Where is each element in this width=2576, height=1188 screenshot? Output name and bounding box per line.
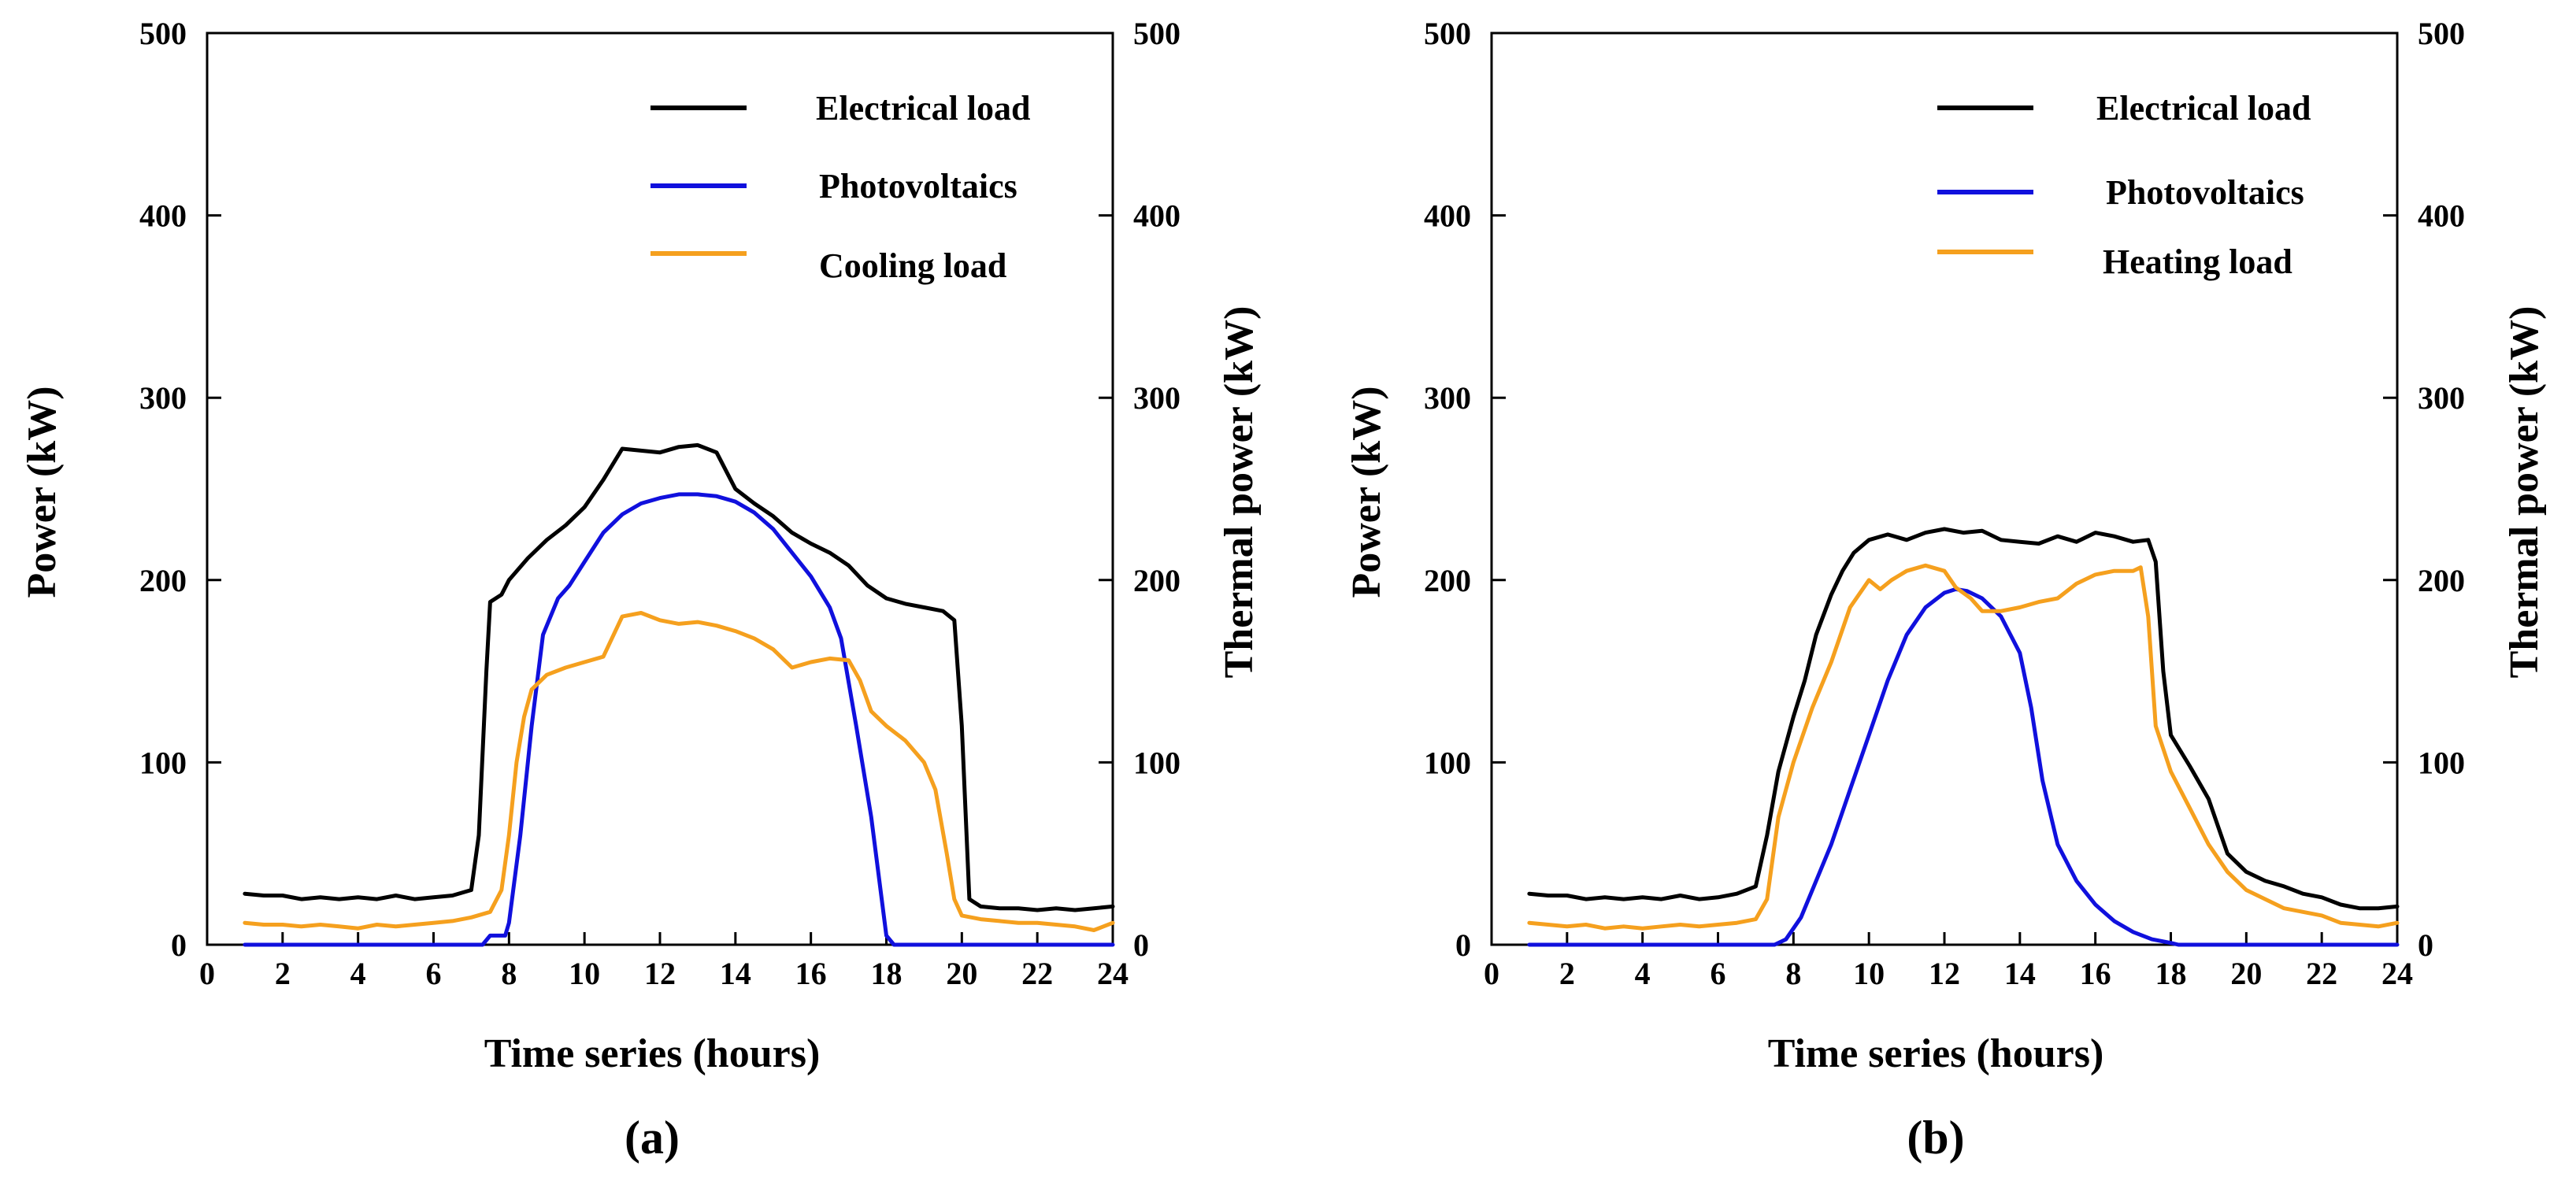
panel-b-x-tick-label: 18 [2155, 956, 2187, 991]
panel-b-series-photovoltaics [1527, 587, 2400, 947]
panel-a-y-tick-label: 0 [171, 927, 187, 963]
panel-b-y-tick-label: 300 [1424, 380, 1471, 416]
panel-b-x-tick-label: 2 [1559, 956, 1575, 991]
panel-a-legend-label-electrical: Electrical load [816, 89, 1031, 128]
panel-b-y-tick-label: 100 [1424, 745, 1471, 780]
panel-a-y-tick-label: 500 [139, 16, 187, 51]
panel-a-y-axis-title: Power (kW) [20, 386, 65, 598]
panel-a-x-tick-label: 24 [1097, 956, 1129, 991]
panel-a-y2-tick-label: 0 [1133, 927, 1149, 963]
panel-a-series-electrical-load [243, 442, 1115, 912]
panel-a-y2-tick-label: 200 [1133, 563, 1181, 598]
panel-b-y2-axis-title: Thermal power (kW) [2502, 306, 2547, 679]
panel-b-series-thermal-load [1527, 563, 2400, 931]
panel-b-x-tick-label: 14 [2004, 956, 2036, 991]
panel-b-legend-label-pv: Photovoltaics [2106, 173, 2304, 212]
panel-a-x-tick-label: 14 [720, 956, 751, 991]
panel-b-chart: 0 2 4 6 8 10 12 14 16 18 20 22 240100200300400500010… [1344, 16, 2547, 1164]
panel-a-x-axis-title: Time series (hours) [484, 1031, 821, 1076]
panel-b-y-tick-label: 200 [1424, 563, 1471, 598]
panel-a-y2-tick-label: 500 [1133, 16, 1181, 51]
panel-a-y-tick-label: 100 [139, 745, 187, 780]
panel-a-x-tick-label: 12 [644, 956, 676, 991]
panel-b-label: (b) [1907, 1112, 1964, 1164]
panel-a-label: (a) [625, 1112, 680, 1164]
panel-b-y2-tick-label: 0 [2418, 927, 2433, 963]
panel-a-series [243, 442, 1115, 947]
panel-a-x-tick-label: 6 [426, 956, 442, 991]
panel-b-series [1527, 527, 2400, 947]
panel-a-y-tick-label: 200 [139, 563, 187, 598]
panel-b-y-tick-label: 500 [1424, 16, 1471, 51]
panel-a-legend: Electrical load Photovoltaics Cooling lo… [650, 89, 1031, 285]
panel-b-legend-label-electrical: Electrical load [2096, 89, 2311, 128]
panel-b-x-tick-label: 6 [1711, 956, 1726, 991]
panel-b-x-tick-label: 0 [1484, 956, 1499, 991]
panel-a-legend-label-cooling: Cooling load [819, 246, 1006, 285]
panel-a-x-tick-label: 18 [871, 956, 903, 991]
panel-b-x-tick-label: 20 [2230, 956, 2262, 991]
panel-a-x-tick-label: 2 [275, 956, 291, 991]
panel-a-x-tick-label: 8 [501, 956, 517, 991]
panel-a-x-tick-label: 10 [569, 956, 600, 991]
panel-a-x-tick-label: 20 [946, 956, 977, 991]
panel-a-chart: 0 2 4 6 8 10 12 14 16 18 20 22 240100200300400500010… [20, 16, 1262, 1164]
panel-a-x-tick-label: 4 [350, 956, 366, 991]
panel-a-y-tick-label: 300 [139, 380, 187, 416]
panel-a-y2-tick-label: 100 [1133, 745, 1181, 780]
panel-a-series-thermal-load [243, 611, 1115, 932]
panel-b-x-axis-title: Time series (hours) [1768, 1031, 2104, 1076]
panel-b-x-tick-label: 12 [1929, 956, 1960, 991]
panel-a-ticks: 0 2 4 6 8 10 12 14 16 18 20 22 240100200300400500010… [139, 16, 1181, 991]
panel-a-y2-tick-label: 300 [1133, 380, 1181, 416]
panel-a-y2-axis-title: Thermal power (kW) [1217, 306, 1262, 679]
panel-b-x-tick-label: 10 [1853, 956, 1885, 991]
panel-b-legend: Electrical load Photovoltaics Heating lo… [1937, 89, 2311, 281]
panel-b-y2-tick-label: 500 [2418, 16, 2465, 51]
panel-b-ticks: 0 2 4 6 8 10 12 14 16 18 20 22 240100200300400500010… [1424, 16, 2465, 991]
panel-b-y2-tick-label: 300 [2418, 380, 2465, 416]
panel-a-series-photovoltaics [243, 492, 1115, 947]
panel-b-y2-tick-label: 100 [2418, 745, 2465, 780]
panel-a-x-tick-label: 22 [1021, 956, 1053, 991]
panel-b-y-tick-label: 0 [1455, 927, 1471, 963]
panel-a-x-tick-label: 16 [795, 956, 827, 991]
panel-b-x-tick-label: 4 [1635, 956, 1651, 991]
panel-a-y-tick-label: 400 [139, 198, 187, 234]
panel-a-x-tick-label: 0 [199, 956, 215, 991]
panel-b-x-tick-label: 24 [2381, 956, 2413, 991]
panel-b-y-axis-title: Power (kW) [1344, 386, 1389, 598]
panel-b-y2-tick-label: 400 [2418, 198, 2465, 234]
panel-b-series-electrical-load [1527, 527, 2400, 911]
panel-b-y2-tick-label: 200 [2418, 563, 2465, 598]
panel-b-x-tick-label: 16 [2080, 956, 2111, 991]
panel-a-legend-label-pv: Photovoltaics [819, 167, 1017, 205]
panel-b-y-tick-label: 400 [1424, 198, 1471, 234]
panel-b-x-tick-label: 22 [2306, 956, 2337, 991]
panel-b-plot-frame [1490, 31, 2399, 946]
panel-b-legend-label-heating: Heating load [2103, 242, 2292, 281]
panel-b-x-tick-label: 8 [1785, 956, 1801, 991]
panel-a-y2-tick-label: 400 [1133, 198, 1181, 234]
